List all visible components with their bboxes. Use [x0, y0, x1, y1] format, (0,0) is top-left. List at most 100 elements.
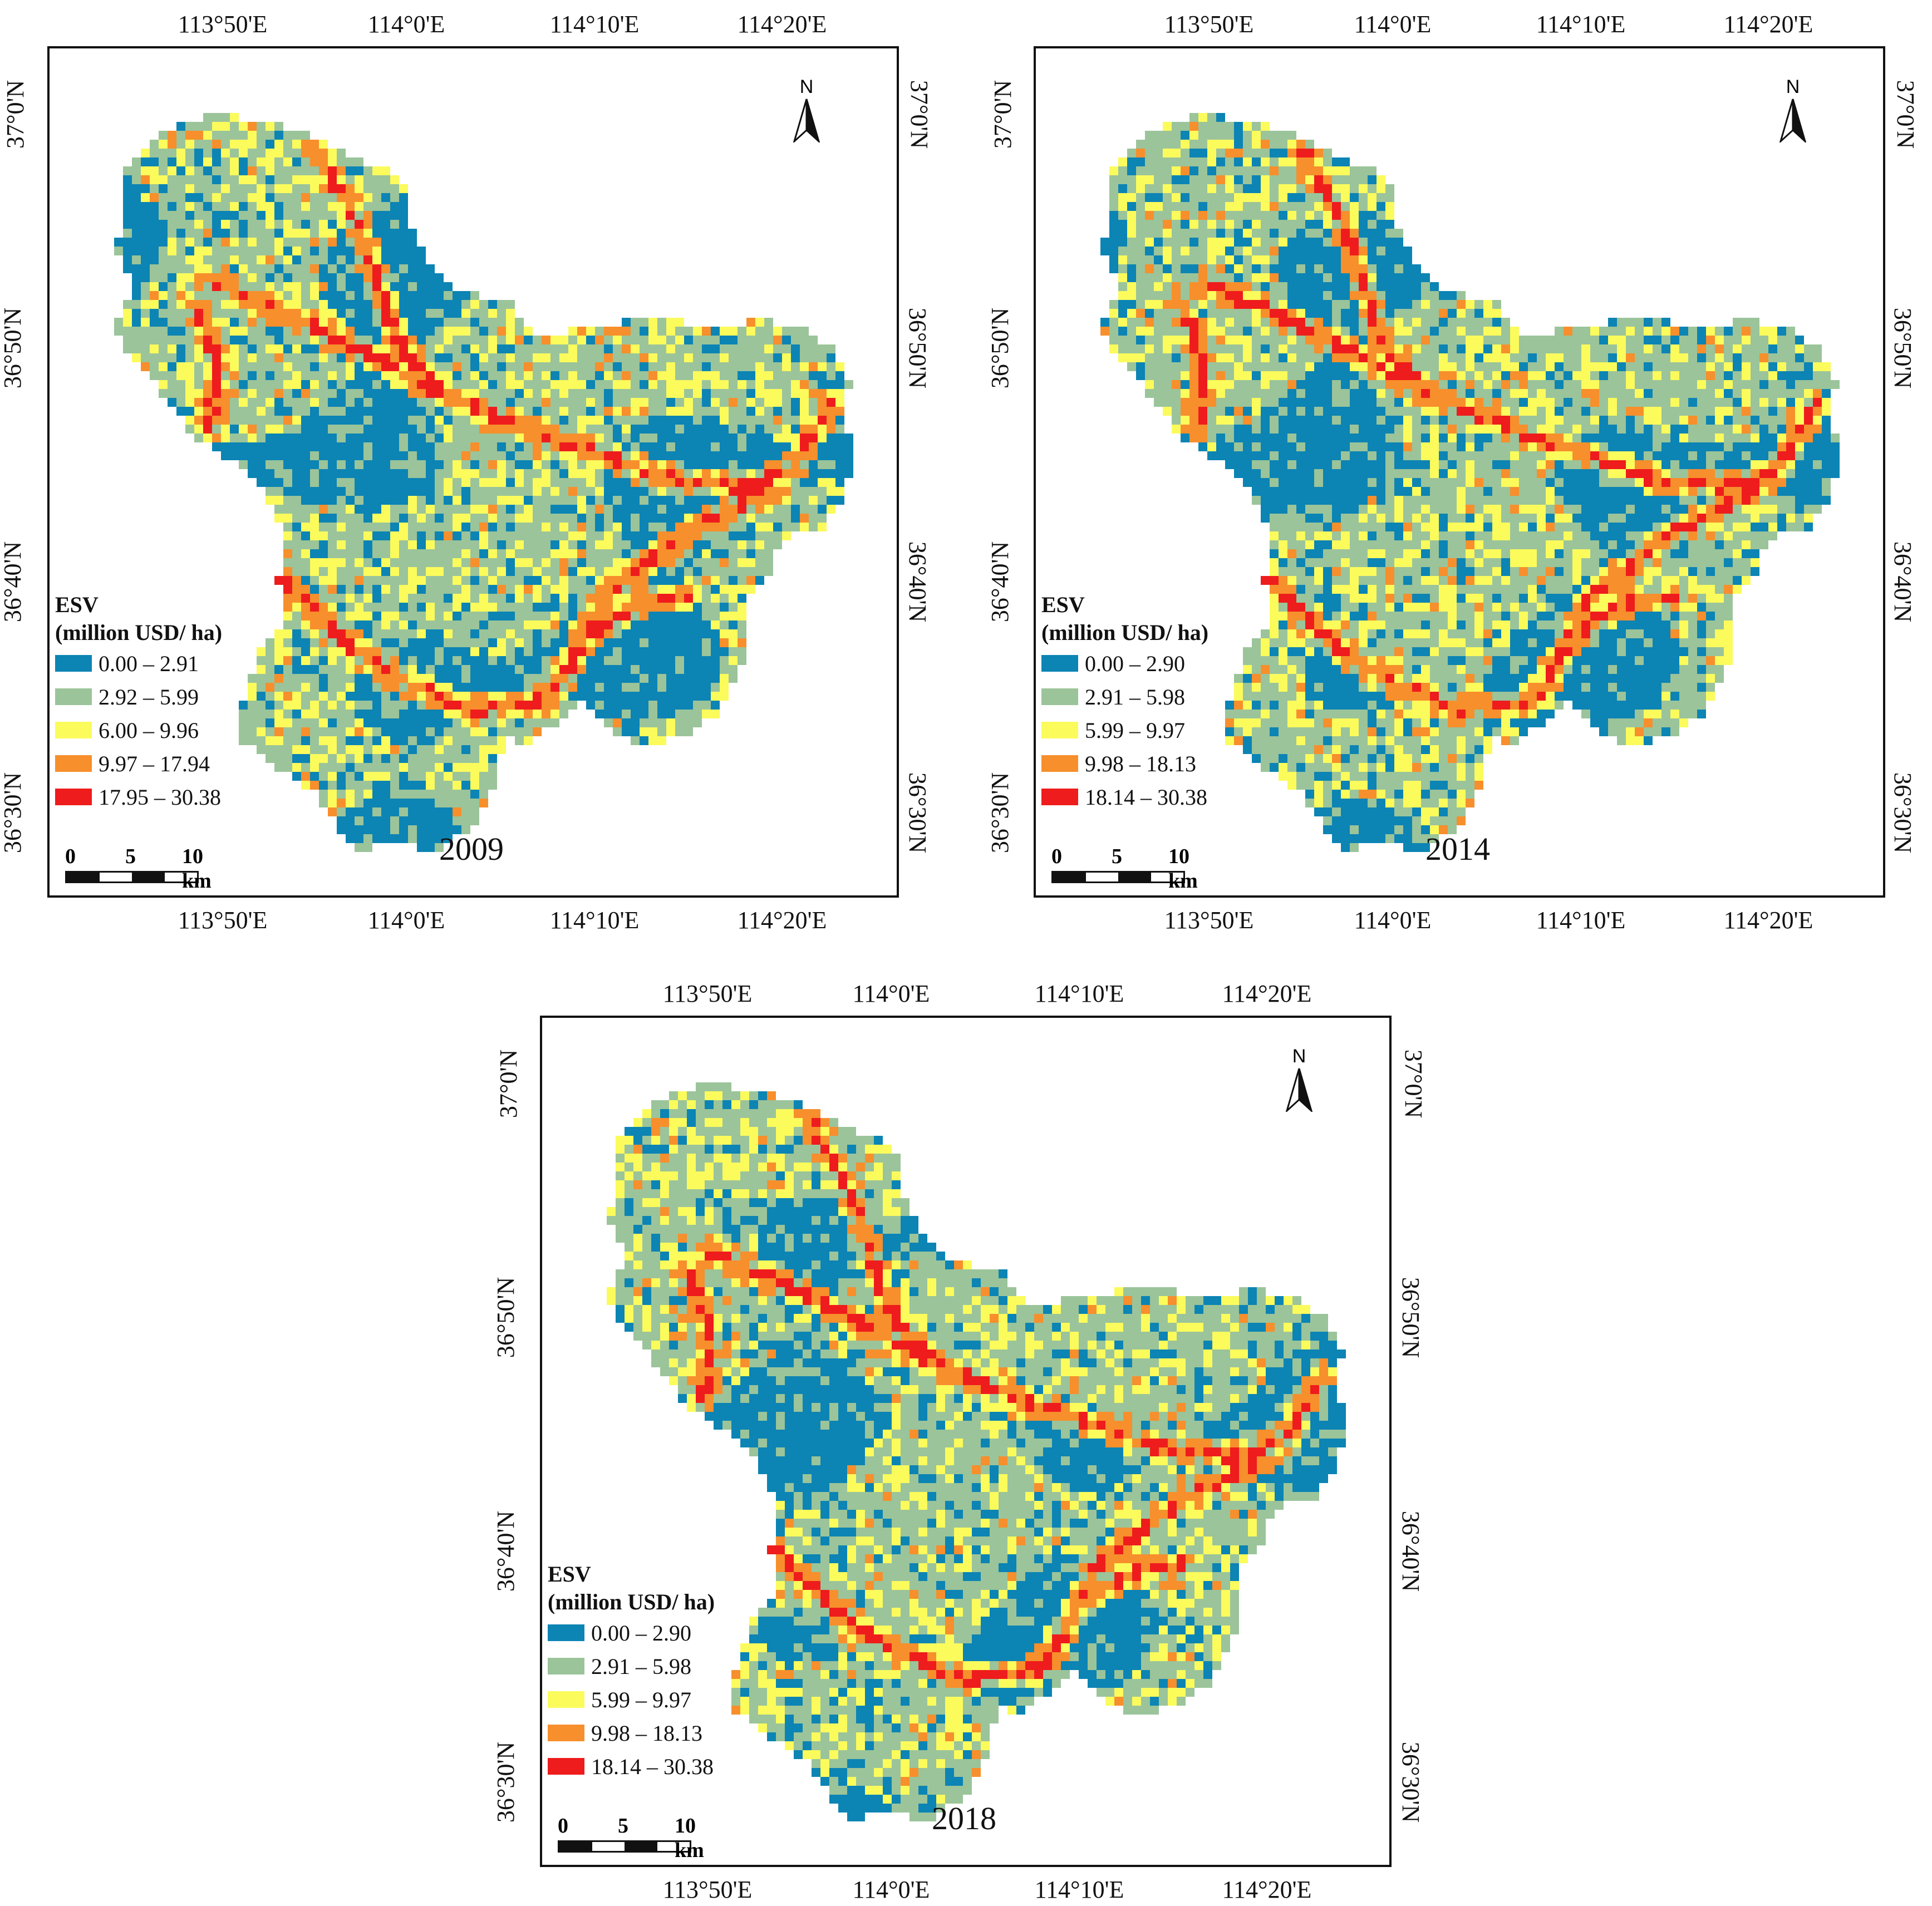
esv-cell	[1163, 273, 1172, 282]
esv-cell	[524, 398, 533, 407]
esv-cell	[1474, 309, 1483, 318]
esv-cell	[230, 229, 239, 238]
esv-cell	[203, 291, 212, 300]
esv-cell	[818, 478, 827, 487]
esv-cell	[1323, 300, 1332, 309]
esv-cell	[1252, 131, 1261, 140]
esv-cell	[141, 175, 150, 184]
esv-cell	[390, 807, 399, 816]
esv-cell	[461, 594, 470, 603]
esv-cell	[1163, 344, 1172, 353]
esv-cell	[248, 273, 257, 282]
esv-cell	[390, 362, 399, 371]
esv-cell	[381, 496, 390, 505]
esv-cell	[1172, 291, 1181, 300]
esv-cell	[640, 727, 648, 736]
esv-cell	[577, 638, 586, 647]
esv-cell	[426, 371, 435, 380]
esv-cell	[381, 398, 390, 407]
esv-cell	[1136, 309, 1145, 318]
esv-cell	[301, 781, 310, 790]
esv-cell	[1368, 327, 1377, 336]
esv-cell	[372, 585, 381, 594]
esv-cell	[1216, 131, 1225, 140]
esv-cell	[283, 255, 292, 264]
esv-cell	[310, 157, 319, 166]
esv-cell	[444, 807, 453, 816]
lon-label-bottom: 114°0'E	[1354, 907, 1432, 934]
esv-cell	[577, 647, 586, 656]
esv-cell	[506, 460, 515, 469]
esv-cell	[1296, 291, 1305, 300]
esv-cell	[1323, 211, 1332, 220]
esv-cell	[640, 647, 648, 656]
esv-cell	[479, 460, 488, 469]
esv-cell	[1377, 202, 1385, 211]
esv-cell	[257, 451, 266, 460]
esv-cell	[1439, 291, 1448, 300]
esv-cell	[132, 300, 141, 309]
esv-cell	[1261, 344, 1270, 353]
esv-cell	[355, 362, 363, 371]
esv-cell	[657, 425, 666, 434]
esv-cell	[283, 620, 292, 629]
esv-cell	[506, 416, 515, 425]
esv-cell	[355, 202, 363, 211]
esv-cell	[1163, 336, 1172, 344]
esv-cell	[684, 620, 693, 629]
esv-cell	[390, 282, 399, 291]
esv-cell	[417, 683, 426, 692]
esv-cell	[738, 505, 746, 514]
esv-cell	[319, 184, 328, 193]
esv-cell	[631, 531, 640, 540]
esv-cell	[1216, 220, 1225, 229]
esv-cell	[274, 309, 283, 318]
esv-cell	[274, 434, 283, 442]
esv-cell	[444, 282, 453, 291]
esv-cell	[1341, 238, 1350, 247]
esv-cell	[408, 558, 417, 567]
esv-cell	[488, 594, 497, 603]
esv-cell	[542, 398, 550, 407]
esv-cell	[1599, 344, 1608, 353]
esv-cell	[461, 549, 470, 558]
esv-cell	[1118, 211, 1127, 220]
esv-cell	[604, 665, 613, 674]
esv-cell	[1252, 229, 1261, 238]
esv-cell	[550, 425, 559, 434]
esv-cell	[622, 567, 631, 576]
esv-cell	[533, 567, 542, 576]
esv-cell	[212, 327, 221, 336]
esv-cell	[764, 505, 773, 514]
esv-cell	[1350, 247, 1359, 255]
esv-cell	[274, 754, 283, 763]
esv-cell	[319, 220, 328, 229]
esv-cell	[782, 327, 791, 336]
esv-cell	[684, 585, 693, 594]
esv-cell	[337, 736, 346, 745]
esv-cell	[729, 327, 738, 336]
esv-cell	[746, 505, 755, 514]
esv-cell	[506, 318, 515, 327]
esv-cell	[212, 220, 221, 229]
esv-cell	[488, 451, 497, 460]
esv-cell	[230, 451, 239, 460]
esv-cell	[1118, 157, 1127, 166]
esv-cell	[550, 567, 559, 576]
esv-cell	[1109, 175, 1118, 184]
esv-cell	[764, 496, 773, 505]
esv-cell	[1163, 238, 1172, 247]
esv-cell	[337, 629, 346, 638]
legend-item: 6.00 – 9.96	[55, 713, 222, 747]
esv-cell	[1608, 353, 1617, 362]
legend-label: 2.92 – 5.99	[99, 684, 199, 710]
esv-cell	[444, 309, 453, 318]
esv-cell	[248, 149, 257, 157]
esv-cell	[372, 549, 381, 558]
esv-cell	[631, 496, 640, 505]
esv-cell	[248, 425, 257, 434]
esv-cell	[1207, 149, 1216, 157]
esv-cell	[1332, 273, 1341, 282]
esv-cell	[310, 576, 319, 585]
esv-cell	[355, 576, 363, 585]
